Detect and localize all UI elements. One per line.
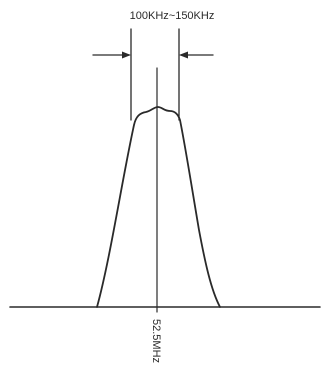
passband-curve (96, 106, 221, 308)
bandwidth-label: 100KHz~150KHz (130, 10, 215, 22)
center-frequency-label: 52.5MHz (150, 319, 162, 363)
bandwidth-arrowhead-left (122, 51, 131, 59)
bandwidth-arrowhead-right (179, 51, 188, 59)
